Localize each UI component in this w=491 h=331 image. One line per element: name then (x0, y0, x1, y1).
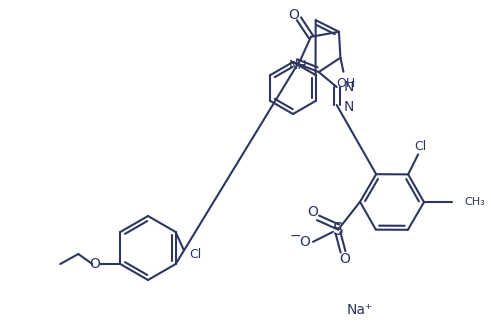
Text: −: − (289, 229, 301, 243)
Text: O: O (307, 205, 319, 219)
Text: O: O (89, 257, 100, 271)
Text: OH: OH (336, 77, 355, 90)
Text: Na⁺: Na⁺ (347, 303, 373, 317)
Text: N: N (344, 100, 354, 114)
Text: O: O (300, 235, 310, 249)
Text: O: O (289, 8, 300, 22)
Text: N: N (344, 80, 354, 94)
Text: NH: NH (289, 59, 307, 72)
Text: Cl: Cl (414, 140, 426, 153)
Text: S: S (333, 221, 343, 239)
Text: CH₃: CH₃ (464, 197, 485, 207)
Text: Cl: Cl (190, 249, 202, 261)
Text: O: O (340, 252, 351, 266)
